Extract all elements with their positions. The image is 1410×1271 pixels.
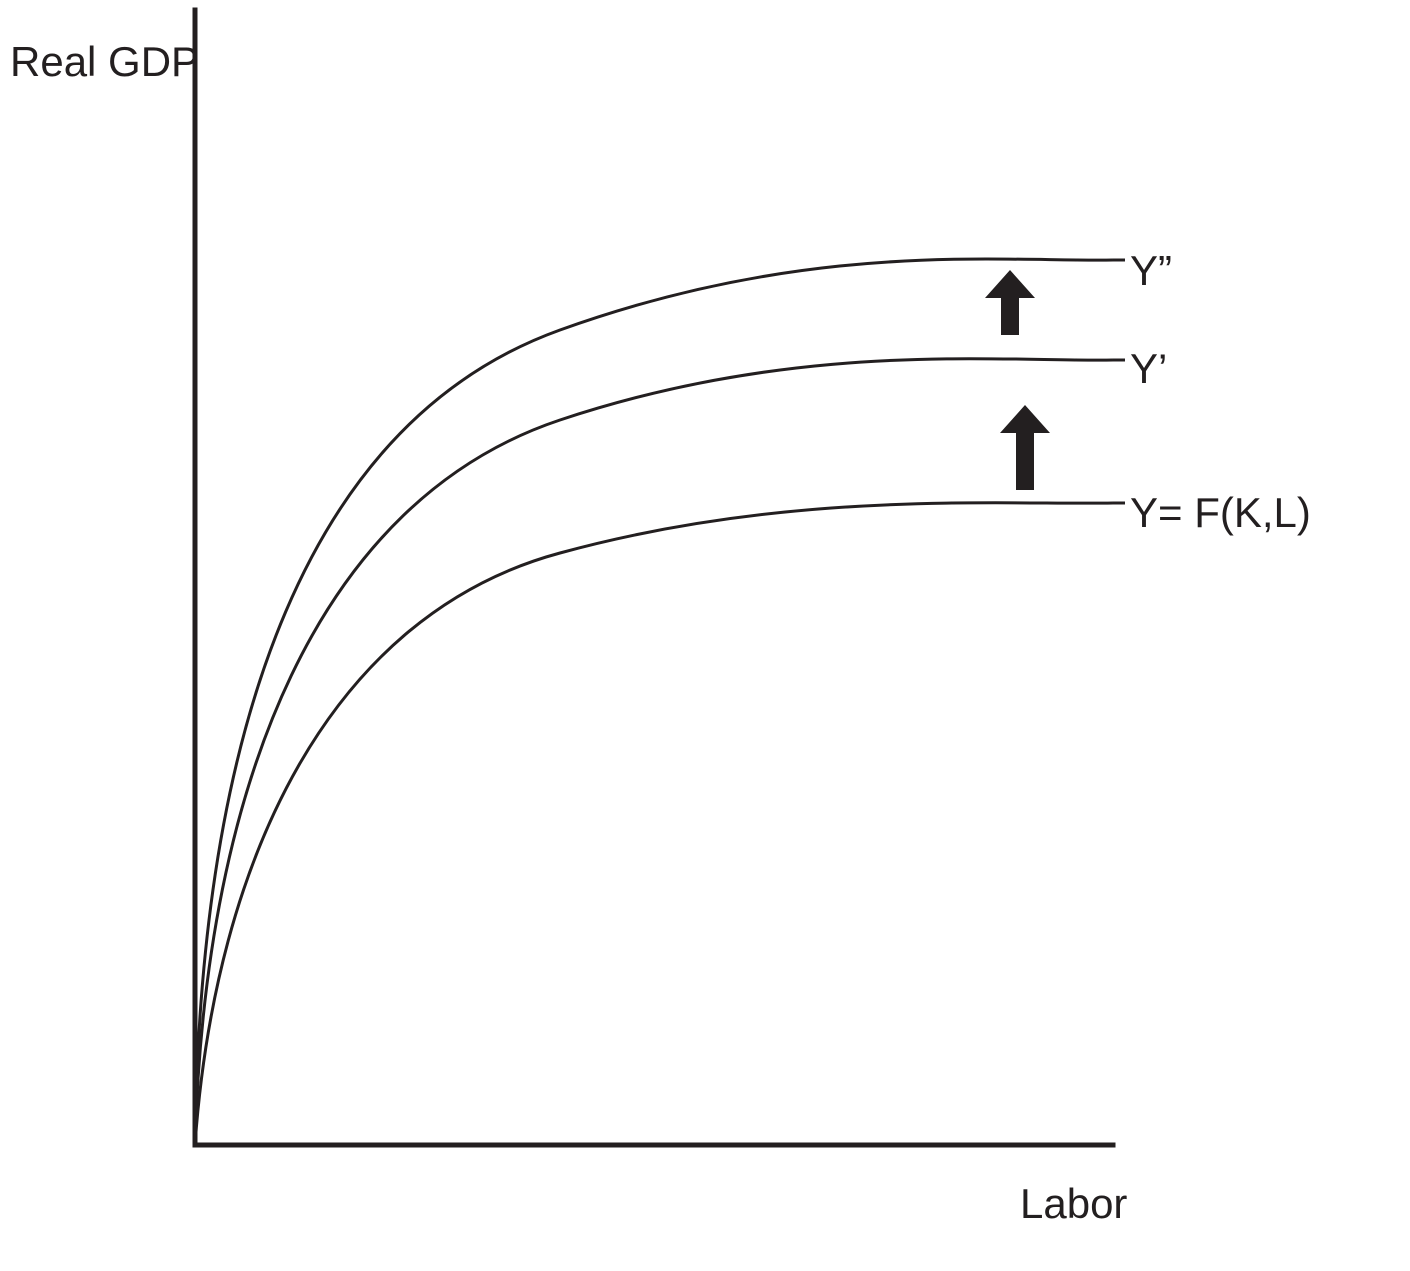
arrow-lower-icon xyxy=(1000,405,1050,490)
curve-label-yprime: Y’ xyxy=(1130,345,1167,393)
production-function-chart: Real GDP Labor Y= F(K,L) Y’ Y” xyxy=(0,0,1410,1271)
curve-Yprime xyxy=(195,359,1113,1145)
y-axis-label: Real GDP xyxy=(10,38,199,86)
curve-label-y: Y= F(K,L) xyxy=(1130,489,1311,537)
curve-label-ydoubleprime: Y” xyxy=(1130,247,1172,295)
x-axis-label: Labor xyxy=(1020,1180,1127,1228)
arrow-upper-icon xyxy=(985,270,1035,335)
chart-svg xyxy=(0,0,1410,1271)
